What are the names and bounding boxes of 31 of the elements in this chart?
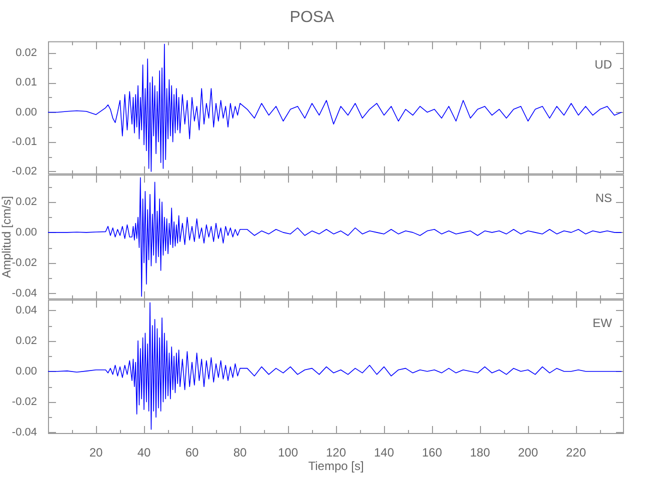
x-tick-label: 160 [422,445,442,460]
y-tick-label: -0.01 [12,136,37,148]
x-tick-label: 20 [89,445,103,460]
x-tick-label: 100 [278,445,298,460]
y-tick-label: 0.00 [16,365,37,378]
x-tick-label: 220 [566,445,586,460]
annotation: UD [594,58,612,72]
y-tick-label: 0.01 [16,76,37,89]
y-tick-label: -0.04 [12,287,37,300]
x-axis-title: Tiempo [s] [308,458,364,473]
y-tick-label: -0.02 [12,396,37,408]
y-tick-label: -0.04 [12,426,37,438]
y-tick-label: 0.00 [16,106,37,118]
y-tick-label: 0.00 [16,226,37,238]
chart-title: POSA [290,9,335,26]
y-tick-label: 0.02 [16,47,37,60]
y-tick-label: 0.02 [16,196,37,208]
x-tick-label: 120 [326,445,346,460]
y-axis-title: Amplitud [cm/s] [0,196,14,278]
x-tick-label: 140 [374,445,394,460]
y-tick-label: 0.02 [16,334,37,346]
x-tick-label: 60 [185,445,199,460]
y-tick-label: -0.02 [12,165,37,178]
x-tick-label: 180 [470,445,490,460]
x-tick-label: 80 [233,445,247,460]
y-tick-label: -0.02 [12,256,37,269]
x-tick-label: 200 [518,445,538,460]
x-tick-label: 40 [137,445,151,460]
y-tick-label: 0.04 [16,304,37,316]
annotation: NS [595,190,612,205]
annotation: EW [592,316,613,330]
